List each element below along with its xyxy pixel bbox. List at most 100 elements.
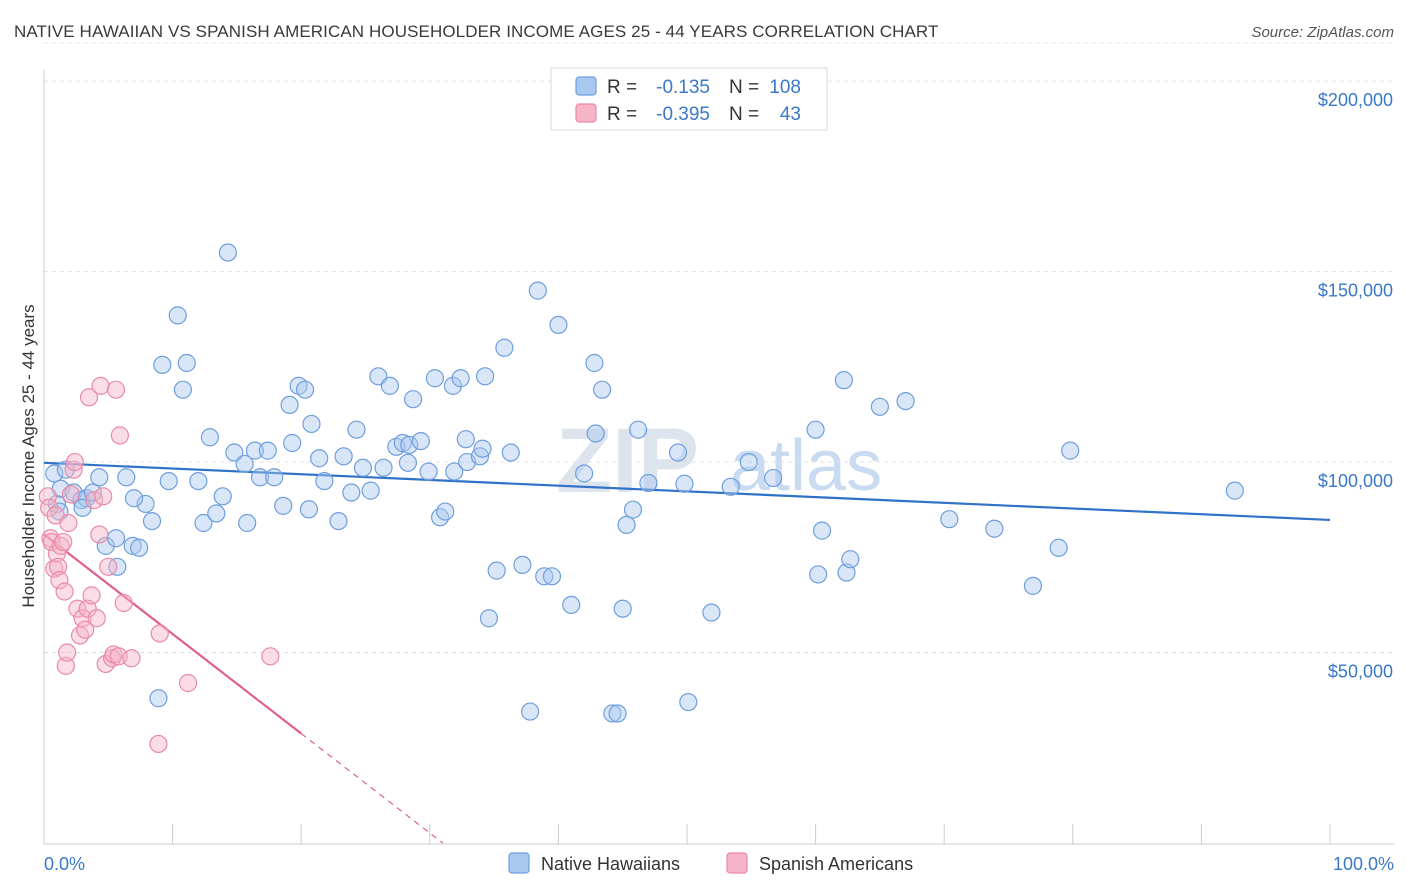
y-tick-label-3: $200,000 <box>1318 90 1393 110</box>
point-native-hawaiian-32 <box>250 468 270 487</box>
point-spanish-american-29 <box>94 487 113 506</box>
point-native-hawaiian-107 <box>1061 441 1080 460</box>
point-native-hawaiian-92 <box>702 603 721 622</box>
point-native-hawaiian-87 <box>623 500 643 519</box>
point-native-hawaiian-20 <box>168 306 187 325</box>
point-native-hawaiian-18 <box>153 355 172 375</box>
point-native-hawaiian-99 <box>841 550 860 569</box>
point-native-hawaiian-48 <box>361 481 380 500</box>
point-spanish-american-37 <box>114 593 133 613</box>
y-tick-label-1: $100,000 <box>1318 471 1393 491</box>
point-spanish-american-34 <box>106 380 126 399</box>
stats-n-label-2: N = <box>729 104 759 125</box>
point-native-hawaiian-61 <box>443 376 463 395</box>
point-spanish-american-14 <box>59 513 78 533</box>
point-native-hawaiian-9 <box>96 536 115 555</box>
gridlines <box>44 42 1394 654</box>
point-native-hawaiian-27 <box>218 243 237 262</box>
point-native-hawaiian-115 <box>675 474 694 493</box>
point-native-hawaiian-75 <box>535 567 554 586</box>
x-tick-label-max: 100.0% <box>1333 854 1394 874</box>
point-native-hawaiian-62 <box>445 462 464 481</box>
y-tick-labels: $50,000 $100,000 $150,000 $200,000 <box>1318 90 1393 681</box>
x-tick-label-min: 0.0% <box>44 854 85 874</box>
source-credit: Source: ZipAtlas.com <box>1251 24 1394 41</box>
point-spanish-american-18 <box>68 599 87 618</box>
point-spanish-american-38 <box>122 649 141 668</box>
stats-r-value-1: -0.135 <box>656 77 710 98</box>
stats-r-label-2: R = <box>607 104 637 125</box>
point-native-hawaiian-104 <box>985 519 1004 538</box>
point-native-hawaiian-108 <box>1225 481 1244 500</box>
point-native-hawaiian-12 <box>117 468 136 487</box>
point-spanish-american-28 <box>91 376 110 395</box>
data-points <box>38 243 1244 754</box>
point-native-hawaiian-7 <box>83 483 102 502</box>
point-spanish-american-8 <box>50 571 69 590</box>
stats-n-value-2: 43 <box>780 104 801 125</box>
point-native-hawaiian-93 <box>721 477 740 496</box>
point-native-hawaiian-22 <box>177 353 196 373</box>
point-native-hawaiian-47 <box>353 458 373 477</box>
point-native-hawaiian-37 <box>283 433 302 453</box>
point-spanish-american-21 <box>76 620 95 639</box>
point-spanish-american-26 <box>87 609 106 628</box>
point-native-hawaiian-39 <box>295 380 315 399</box>
point-native-hawaiian-101 <box>870 397 890 416</box>
point-native-hawaiian-78 <box>562 595 581 615</box>
point-native-hawaiian-111 <box>473 439 492 458</box>
point-native-hawaiian-102 <box>896 391 915 411</box>
point-native-hawaiian-46 <box>347 420 366 439</box>
point-native-hawaiian-77 <box>549 315 568 335</box>
point-native-hawaiian-17 <box>149 689 168 708</box>
legend-swatch-native-hawaiians <box>508 852 530 874</box>
point-native-hawaiian-72 <box>513 555 532 575</box>
point-spanish-american-12 <box>56 656 75 675</box>
point-spanish-american-11 <box>55 582 74 601</box>
point-native-hawaiian-24 <box>200 428 219 447</box>
point-native-hawaiian-15 <box>136 494 155 514</box>
y-axis-label: Householder Income Ages 25 - 44 years <box>19 304 38 607</box>
watermark-atlas: atlas <box>730 426 882 506</box>
point-native-hawaiian-13 <box>123 536 142 555</box>
point-native-hawaiian-103 <box>940 510 959 529</box>
point-spanish-american-36 <box>110 426 129 445</box>
point-native-hawaiian-76 <box>542 567 562 586</box>
point-spanish-american-16 <box>64 460 83 479</box>
point-spanish-american-24 <box>82 586 101 605</box>
point-native-hawaiian-112 <box>398 453 418 472</box>
point-native-hawaiian-85 <box>613 599 632 618</box>
chart-title: NATIVE HAWAIIAN VS SPANISH AMERICAN HOUS… <box>14 22 939 41</box>
point-native-hawaiian-106 <box>1049 538 1068 557</box>
point-native-hawaiian-83 <box>603 704 622 723</box>
stats-r-value-2: -0.395 <box>656 104 710 125</box>
point-native-hawaiian-68 <box>479 609 499 628</box>
stats-swatch-blue <box>575 76 597 96</box>
point-native-hawaiian-82 <box>593 380 612 399</box>
point-native-hawaiian-90 <box>668 443 688 462</box>
point-native-hawaiian-80 <box>585 353 604 373</box>
point-native-hawaiian-100 <box>834 371 853 390</box>
point-spanish-american-7 <box>49 557 68 576</box>
point-native-hawaiian-71 <box>501 443 520 462</box>
point-native-hawaiian-51 <box>380 376 400 395</box>
stats-box-frame <box>550 67 828 131</box>
point-native-hawaiian-16 <box>142 511 162 531</box>
point-spanish-american-10 <box>54 532 73 552</box>
point-native-hawaiian-35 <box>274 496 293 515</box>
point-native-hawaiian-117 <box>124 489 144 508</box>
watermark: ZIP atlas <box>556 410 882 512</box>
point-native-hawaiian-70 <box>495 338 514 357</box>
point-spanish-american-31 <box>99 557 118 576</box>
point-native-hawaiian-45 <box>342 483 361 502</box>
point-native-hawaiian-86 <box>617 515 636 535</box>
point-native-hawaiian-42 <box>315 471 334 491</box>
point-native-hawaiian-31 <box>245 441 265 460</box>
point-native-hawaiian-28 <box>225 443 244 462</box>
point-native-hawaiian-54 <box>400 435 419 455</box>
point-spanish-american-42 <box>261 647 280 666</box>
point-native-hawaiian-110 <box>189 471 208 491</box>
axes <box>43 70 1394 845</box>
point-native-hawaiian-89 <box>639 473 658 493</box>
point-native-hawaiian-56 <box>411 431 430 451</box>
